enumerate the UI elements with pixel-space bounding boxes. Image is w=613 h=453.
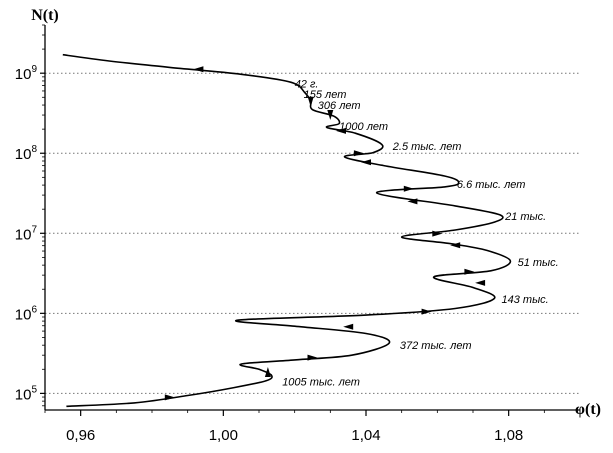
direction-arrow-marker [464, 268, 475, 275]
annotation-label: 306 лет [318, 100, 361, 112]
y-axis-title: N(t) [31, 7, 59, 24]
annotation-label: 143 тыс. [502, 294, 549, 306]
annotation-label: 6.6 тыс. лет [457, 179, 526, 191]
axes [44, 25, 580, 411]
direction-arrow-marker [327, 110, 334, 120]
annotation-label: 51 тыс. [518, 257, 559, 269]
phase-curve [62, 53, 512, 408]
direction-arrow-marker [432, 230, 443, 237]
direction-arrow-marker [353, 150, 364, 157]
direction-arrow-marker [450, 242, 461, 249]
y-tick-label: 105 [15, 384, 38, 403]
annotation-label: 42 г. [295, 79, 319, 91]
grid-lines [45, 72, 580, 394]
direction-arrow-marker [264, 367, 271, 377]
annotation-label: 2.5 тыс. лет [392, 141, 462, 153]
direction-arrow-marker [336, 127, 346, 134]
direction-arrow-marker [403, 185, 414, 192]
x-tick-label: 1,00 [209, 427, 238, 444]
annotation-label: 372 тыс. лет [400, 340, 472, 352]
direction-arrow-marker [193, 66, 204, 73]
annotation-label: 1005 тыс. лет [282, 377, 360, 389]
direction-arrow-marker [421, 308, 432, 315]
direction-arrow-marker [407, 198, 418, 205]
y-tick-label: 107 [15, 224, 38, 243]
annotation-label: 155 лет [304, 89, 347, 101]
x-axis-title: φ(t) [575, 401, 601, 418]
tick-marks: 105 106 107 108 109 0,96 1,00 1,04 1,08 [15, 24, 581, 444]
direction-arrows [164, 66, 486, 401]
y-tick-label: 109 [15, 64, 38, 83]
x-tick-label: 0,96 [66, 427, 95, 444]
y-tick-label: 106 [15, 304, 38, 323]
direction-arrow-marker [475, 279, 486, 286]
direction-arrow-marker [307, 96, 314, 107]
direction-arrow-marker [164, 394, 175, 401]
series-line [62, 53, 512, 408]
x-tick-label: 1,04 [351, 427, 380, 444]
annotation-label: 1000 лет [339, 121, 388, 133]
x-tick-label: 1,08 [494, 427, 523, 444]
annotation-label: 21 тыс. [504, 211, 546, 223]
direction-arrow-marker [361, 159, 371, 166]
y-tick-label: 108 [15, 144, 38, 163]
direction-arrow-marker [343, 323, 354, 330]
direction-arrow-marker [307, 354, 318, 361]
